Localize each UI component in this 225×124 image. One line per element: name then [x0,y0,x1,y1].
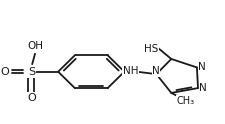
Text: S: S [28,67,35,77]
Text: OH: OH [28,41,44,51]
Text: N: N [152,66,160,76]
Text: NH: NH [123,66,139,76]
Text: CH₃: CH₃ [176,96,194,106]
Text: O: O [27,93,36,103]
Text: N: N [198,62,206,72]
Text: HS: HS [144,44,158,54]
Text: N: N [199,83,207,93]
Text: O: O [0,67,9,77]
